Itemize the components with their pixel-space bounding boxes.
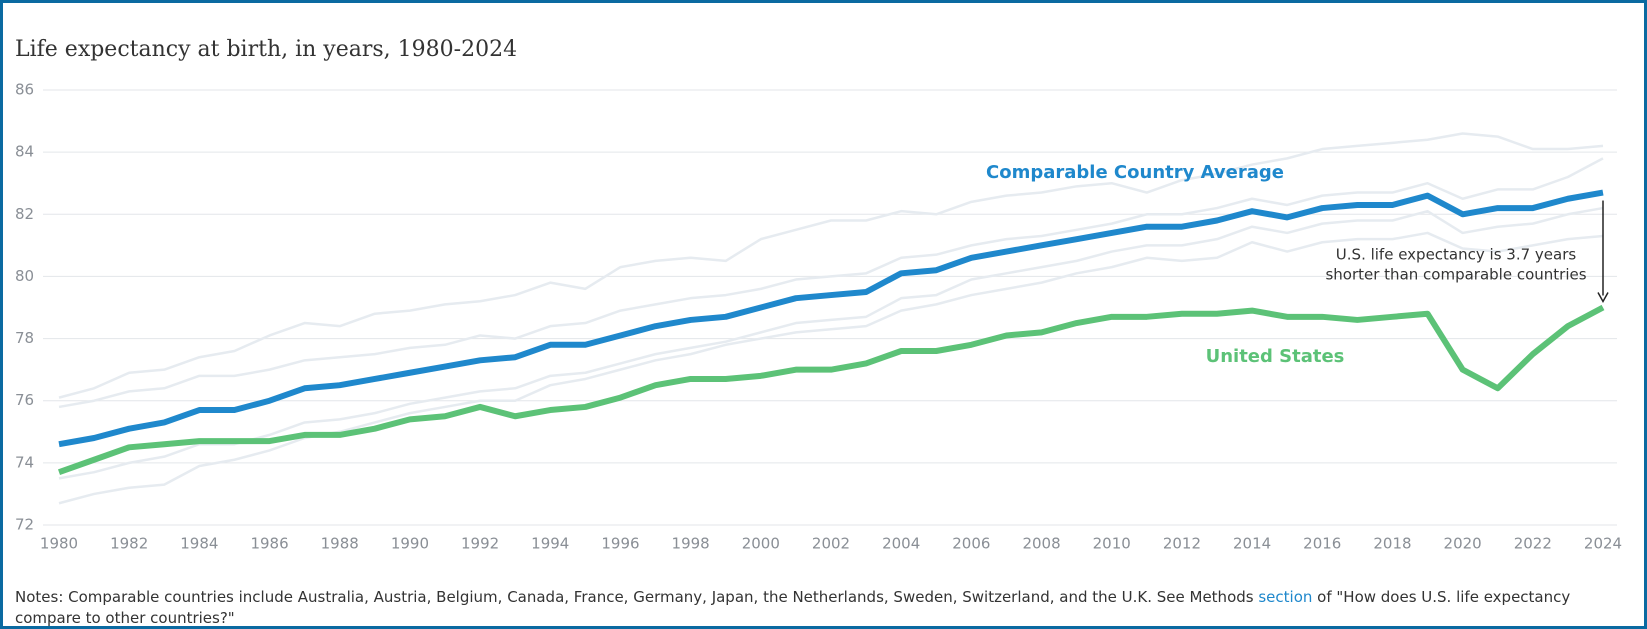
chart-title: Life expectancy at birth, in years, 1980… (15, 37, 517, 62)
series-label: Comparable Country Average (986, 162, 1284, 183)
country-line (58, 206, 1604, 480)
country-line (58, 132, 1604, 399)
y-tick-label: 76 (15, 391, 34, 409)
series-line (57, 304, 1605, 476)
gap-arrowhead (1597, 292, 1609, 304)
x-tick-label: 2014 (1233, 535, 1271, 553)
x-tick-label: 1980 (40, 535, 78, 553)
x-tick-label: 1996 (601, 535, 639, 553)
y-tick-label: 74 (15, 453, 34, 471)
y-tick-label: 78 (15, 329, 34, 347)
x-tick-label: 1984 (180, 535, 218, 553)
x-tick-label: 2010 (1093, 535, 1131, 553)
chart: Life expectancy at birth, in years, 1980… (15, 37, 1622, 553)
y-tick-label: 86 (15, 81, 34, 99)
x-tick-label: 2016 (1303, 535, 1341, 553)
y-tick-label: 84 (15, 143, 34, 161)
x-tick-label: 1988 (321, 535, 359, 553)
x-tick-label: 2002 (812, 535, 850, 553)
x-tick-label: 2006 (952, 535, 990, 553)
x-tick-label: 2008 (1022, 535, 1060, 553)
notes-text: of "How does U.S. life expectancy compar… (15, 588, 1571, 627)
y-tick-label: 80 (15, 267, 34, 285)
x-tick-label: 2004 (882, 535, 920, 553)
notes-text: Notes: Comparable countries include Aust… (15, 588, 1259, 606)
notes: Notes: Comparable countries include Aust… (15, 587, 1615, 627)
x-tick-label: 2018 (1373, 535, 1411, 553)
annotation: U.S. life expectancy is 3.7 years (1336, 246, 1577, 264)
x-tick-label: 2024 (1584, 535, 1622, 553)
x-tick-label: 2022 (1514, 535, 1552, 553)
x-tick-label: 1998 (672, 535, 710, 553)
series-line (58, 189, 1604, 448)
x-tick-label: 1982 (110, 535, 148, 553)
x-tick-label: 2000 (742, 535, 780, 553)
x-tick-label: 1994 (531, 535, 569, 553)
x-tick-label: 1992 (461, 535, 499, 553)
x-tick-label: 1986 (250, 535, 288, 553)
series-label: United States (1206, 346, 1345, 367)
annotation: shorter than comparable countries (1325, 266, 1586, 284)
y-tick-label: 72 (15, 516, 34, 534)
y-tick-label: 82 (15, 205, 34, 223)
x-tick-label: 1990 (391, 535, 429, 553)
x-tick-label: 2012 (1163, 535, 1201, 553)
country-line (58, 157, 1604, 409)
notes-link[interactable]: section (1258, 588, 1313, 606)
x-tick-label: 2020 (1444, 535, 1482, 553)
